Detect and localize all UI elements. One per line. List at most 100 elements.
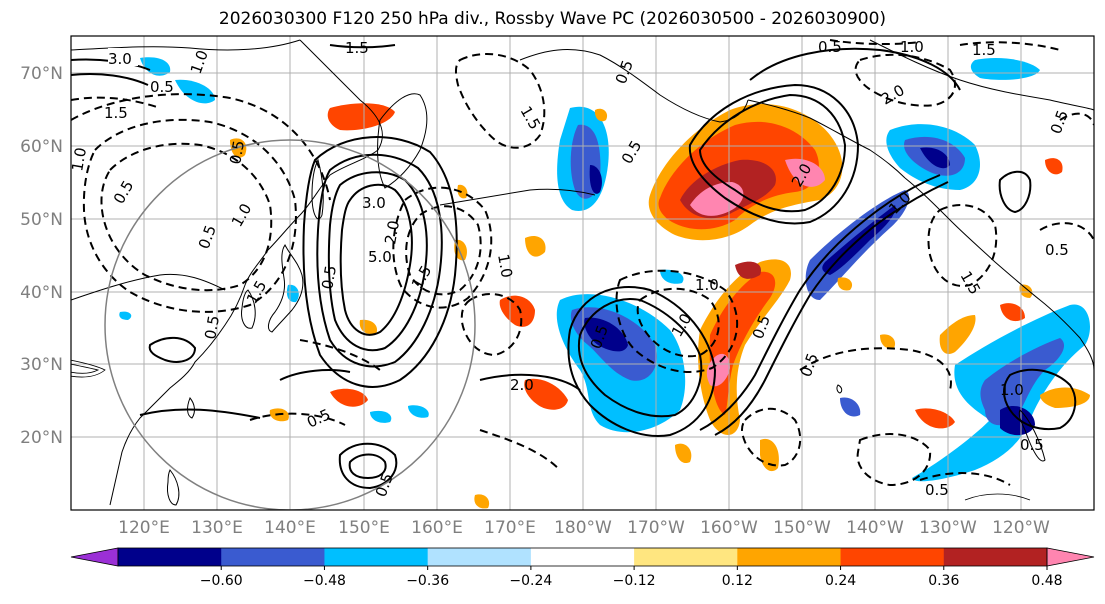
coast-hawaii	[836, 384, 843, 394]
contour-label: 0.5	[318, 264, 340, 291]
contour-solid-11	[749, 47, 961, 91]
shade-positive-14	[915, 408, 955, 429]
contour-solid-20	[148, 336, 197, 363]
thin-outlines	[71, 359, 1031, 501]
contour-label: 0.5	[818, 38, 842, 56]
contour-dashed-15	[829, 39, 921, 46]
colorbar-extend-low	[70, 547, 119, 567]
contour-dashed-12	[854, 53, 956, 107]
contour-label: 1.5	[972, 41, 996, 59]
contour-label: 2.0	[510, 376, 534, 394]
shade-positive-22	[457, 184, 468, 199]
contour-label: 0.5	[1045, 241, 1069, 259]
colorbar: −0.60 −0.48 −0.36 −0.24 −0.12 0.12 0.24 0.36 0.4…	[70, 547, 1095, 589]
colorbar-segment	[840, 548, 945, 566]
lon-label-170w: 170°W	[627, 518, 685, 538]
contour-label: 0.5	[150, 78, 174, 96]
lat-label-50n: 50°N	[20, 210, 63, 230]
lon-label-160e: 160°E	[411, 518, 463, 538]
colorbar-segment	[324, 548, 429, 566]
lon-label-150e: 150°E	[338, 518, 390, 538]
contour-solid-1	[339, 183, 413, 336]
lon-label-150w: 150°W	[773, 518, 831, 538]
coast-japan	[267, 244, 304, 333]
shade-negative-14	[980, 338, 1065, 426]
lon-label-180w: 180°W	[554, 518, 612, 538]
contour-solid-4	[302, 136, 458, 388]
colorbar-segment	[634, 548, 738, 566]
contour-label: 1.0	[1000, 381, 1024, 399]
contour-dashed-7	[460, 293, 523, 357]
colorbar-tick-label: 0.36	[928, 573, 959, 589]
contour-dashed-19	[479, 429, 561, 471]
map-frame	[70, 35, 1095, 511]
coast-na-west	[904, 177, 1094, 371]
colorbar-segment	[221, 548, 325, 566]
colorbar-tick-label: 0.24	[825, 573, 856, 589]
lat-label-60n: 60°N	[20, 137, 63, 157]
contour-dashed-8	[636, 287, 720, 358]
shade-negative-19	[840, 397, 861, 417]
contour-solid-21	[479, 373, 581, 391]
lon-label-170e: 170°E	[484, 518, 536, 538]
contour-solid-16	[348, 453, 387, 480]
lat-label-70n: 70°N	[20, 64, 63, 84]
contour-label: 1.5	[104, 104, 128, 122]
colorbar-segment	[530, 548, 635, 566]
shade-negative-24	[119, 311, 132, 320]
shade-positive-26	[837, 277, 853, 291]
reference-circle	[104, 139, 476, 510]
contour-dashed-10	[741, 407, 802, 467]
contour-solid-22	[279, 369, 351, 381]
shade-positive-21	[525, 235, 546, 257]
contour-solid-10	[688, 83, 860, 225]
shade-positive-30	[594, 108, 608, 122]
lon-label-120e: 120°E	[118, 518, 170, 538]
contour-label: 1.5	[345, 39, 369, 57]
shade-negative-20	[370, 410, 392, 423]
contour-dashed-2	[82, 118, 297, 313]
map-content: 3.0 0.5 1.5 1.0 0.5 1.5 1.0 0.5 0.5 1.0 …	[68, 36, 1094, 510]
shade-negative-3	[589, 165, 602, 194]
contour-solid-5	[577, 298, 703, 418]
colorbar-extend-high	[1046, 547, 1095, 567]
contour-dashed-13	[927, 204, 998, 287]
contour-label: 3.0	[108, 50, 132, 68]
lat-label-30n: 30°N	[20, 355, 63, 375]
contour-solid-19	[1003, 368, 1077, 430]
contour-solid-14	[329, 44, 396, 49]
shade-negative-17	[140, 57, 171, 76]
contour-dashed-1	[100, 142, 273, 292]
shade-positive-5	[785, 158, 825, 187]
divergence-shading	[119, 57, 1090, 509]
map-gridlines	[71, 36, 1094, 510]
coast-philippines	[167, 469, 180, 506]
shade-positive-10	[327, 103, 395, 131]
contour-solid-13	[71, 73, 149, 86]
shade-negative-15	[1000, 405, 1035, 436]
colorbar-tick-label: −0.48	[303, 573, 346, 589]
contour-dashed-6	[454, 53, 546, 149]
lon-label-130e: 130°E	[191, 518, 243, 538]
contour-label: 1.0	[68, 146, 90, 173]
contour-dashed-11	[799, 347, 952, 391]
shade-positive-13	[330, 388, 368, 407]
coast-canada	[869, 39, 1094, 111]
lon-label-160w: 160°W	[700, 518, 758, 538]
shade-negative-18	[175, 79, 215, 104]
lat-label-40n: 40°N	[20, 283, 63, 303]
contour-label: 0.5	[226, 139, 248, 166]
contour-label: 1.0	[494, 253, 516, 280]
coast-korea	[241, 289, 256, 329]
shade-positive-17	[939, 315, 976, 355]
lat-label-20n: 20°N	[20, 428, 63, 448]
shade-positive-23	[880, 334, 896, 349]
contour-dashed-5	[392, 186, 493, 309]
contour-label: 3.0	[362, 194, 386, 212]
shade-positive-18	[1045, 158, 1063, 175]
shade-positive-15	[1040, 387, 1090, 408]
contour-solid-18	[998, 170, 1032, 214]
contour-dashed-20	[1059, 112, 1094, 126]
shade-negative-22	[660, 269, 684, 284]
